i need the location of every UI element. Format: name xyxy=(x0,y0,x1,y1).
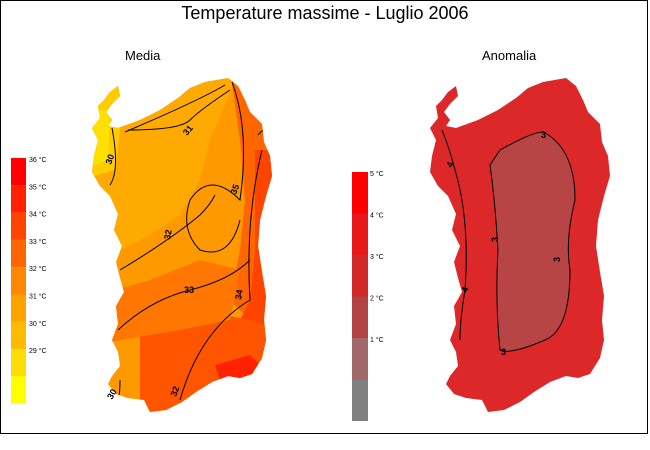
legend-swatch xyxy=(11,349,26,377)
legend-swatch xyxy=(352,379,368,421)
legend-swatch xyxy=(11,158,26,186)
contour-label: 4 xyxy=(444,161,455,169)
contour-label: 4 xyxy=(459,286,470,294)
contour-label: 30 xyxy=(103,153,116,166)
figure-frame xyxy=(0,0,648,434)
legend-swatch xyxy=(352,255,368,297)
legend-label: 34 °C xyxy=(29,211,47,219)
legend-swatch xyxy=(11,239,26,268)
legend-label: 3 °C xyxy=(370,253,384,261)
legend-swatch xyxy=(352,296,368,338)
legend-swatch xyxy=(11,294,26,322)
contour-label: 31 xyxy=(181,123,195,137)
contour-label: 3 xyxy=(541,130,546,140)
contour-label: 32 xyxy=(168,385,181,398)
legend-label: 30 °C xyxy=(29,320,47,328)
contour-label: 3 xyxy=(490,237,500,242)
anomalia-map xyxy=(430,78,610,412)
legend-swatch xyxy=(11,267,26,295)
contour-label: 3 xyxy=(501,347,506,357)
contour-label: 35 xyxy=(228,183,241,196)
contour-label: 3 xyxy=(552,257,562,262)
figure-title: Temperature massime - Luglio 2006 xyxy=(181,3,469,23)
legend-label: 31 °C xyxy=(29,293,47,301)
media-subtitle: Media xyxy=(125,48,161,63)
legend-label: 5 °C xyxy=(370,170,384,178)
anomalia-legend: 5 °C 4 °C 3 °C 2 °C 1 °C xyxy=(352,170,384,421)
legend-swatch xyxy=(11,185,26,213)
media-contour-labels: 30 31 32 33 34 35 30 32 xyxy=(103,123,244,401)
legend-label: 29 °C xyxy=(29,347,47,355)
contour-label: 30 xyxy=(105,387,119,401)
contour-label: 32 xyxy=(162,229,174,241)
legend-label: 33 °C xyxy=(29,238,47,246)
legend-label: 32 °C xyxy=(29,265,47,273)
legend-label: 4 °C xyxy=(370,212,384,220)
media-legend: 36 °C 35 °C 34 °C 33 °C 32 °C 31 °C 30 °C 29 °C xyxy=(11,156,47,404)
media-map xyxy=(92,78,272,412)
contour-label: 33 xyxy=(184,285,194,295)
anomalia-subtitle: Anomalia xyxy=(482,48,537,63)
legend-swatch xyxy=(11,376,26,404)
legend-label: 36 °C xyxy=(29,156,47,164)
legend-label: 1 °C xyxy=(370,336,384,344)
legend-label: 35 °C xyxy=(29,183,47,191)
anomalia-contour-labels: 3 3 3 3 4 4 xyxy=(444,130,562,357)
legend-swatch xyxy=(11,212,26,240)
contour-label: 34 xyxy=(233,289,245,301)
legend-label: 2 °C xyxy=(370,295,384,303)
legend-swatch xyxy=(352,213,368,255)
legend-swatch xyxy=(11,321,26,350)
legend-swatch xyxy=(352,172,368,214)
legend-swatch xyxy=(352,338,368,380)
